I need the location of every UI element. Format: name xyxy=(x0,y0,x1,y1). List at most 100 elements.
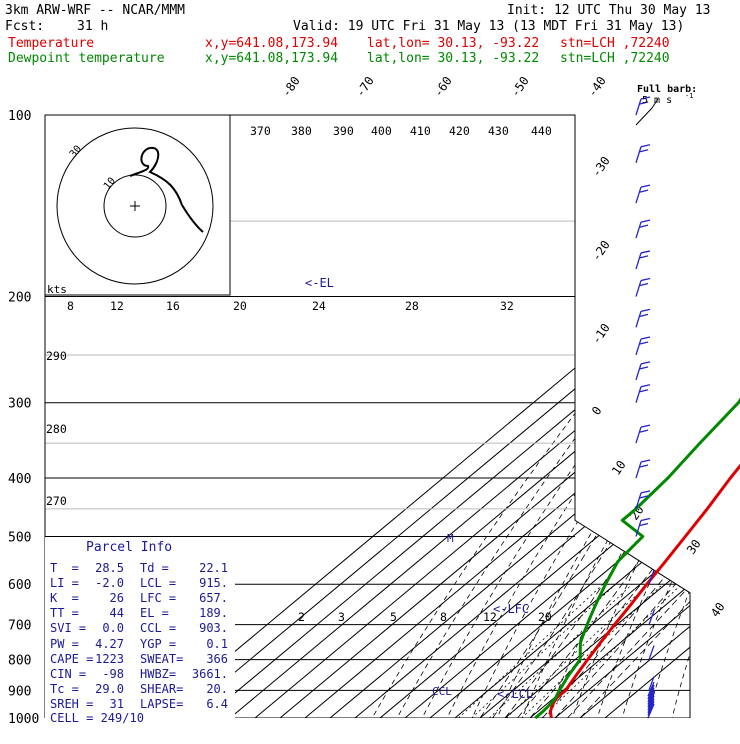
pressure-tick-label: 900 xyxy=(8,684,31,699)
wind-barb-flag xyxy=(641,309,650,311)
init-time: Init: 12 UTC Thu 30 May 13 xyxy=(507,3,711,18)
parcel-field-value: 26 xyxy=(80,591,124,606)
dew-legend-latlon: lat,lon= 30.13, -93.22 xyxy=(367,51,539,66)
parcel-field-value: 657. xyxy=(184,591,228,606)
wind-barb-flag xyxy=(641,385,650,387)
parcel-field-value: 20. xyxy=(184,682,228,697)
parcel-field-value: 0.0 xyxy=(80,621,124,636)
temp-legend-xy: x,y=641.08,173.94 xyxy=(205,36,338,51)
dry-adiabat xyxy=(720,115,740,731)
ccl-marker: CCL xyxy=(432,685,452,698)
isotherm-line xyxy=(605,115,740,718)
pressure-tick-label: 1000 xyxy=(8,712,39,727)
parcel-field-label: T = xyxy=(50,561,79,576)
wind-barb-flag xyxy=(641,425,650,427)
isotherm-line xyxy=(280,115,740,718)
isotherm-label: -80 xyxy=(279,74,303,100)
parcel-field-label: CCL = xyxy=(140,621,176,636)
parcel-field-value: 1223 xyxy=(80,652,124,667)
parcel-field-label: SWEAT= xyxy=(140,652,183,667)
wind-barb-staff xyxy=(636,339,641,355)
parcel-info-title: Parcel Info xyxy=(86,540,172,555)
wind-barb-flag xyxy=(641,145,650,147)
parcel-field-value: 4.27 xyxy=(80,637,124,652)
isotherm-label: -20 xyxy=(589,238,613,264)
dry-adiabat xyxy=(644,115,740,731)
wind-barb-flag xyxy=(641,185,650,187)
parcel-field-value: 189. xyxy=(184,606,228,621)
pressure-tick-label: 600 xyxy=(8,578,31,593)
theta-label: 370 xyxy=(250,124,271,138)
wind-barb-flag xyxy=(640,523,648,525)
wind-barb-flag xyxy=(640,190,648,192)
mixing-ratio-label: 20 xyxy=(538,610,552,624)
isotherm-label: 0 xyxy=(589,404,605,418)
dry-adiabat xyxy=(669,115,740,731)
pressure-tick-label: 400 xyxy=(8,472,31,487)
parcel-field-value: 6.4 xyxy=(184,697,228,712)
wind-barb-staff xyxy=(636,187,641,203)
wind-barb-staff xyxy=(636,387,641,403)
theta-label: 410 xyxy=(410,124,431,138)
parcel-field-label: LAPSE= xyxy=(140,697,183,712)
mixing-ratio-label: 3 xyxy=(338,610,345,624)
wind-barb-staff xyxy=(636,311,641,327)
wind-barb-flag xyxy=(640,284,648,286)
wind-barb-staff xyxy=(636,147,641,163)
barb-legend-staff xyxy=(636,108,652,125)
hodograph-speed-label: 24 xyxy=(312,299,326,313)
pressure-tick-label: 300 xyxy=(8,397,31,412)
hodograph-speed-label: 8 xyxy=(67,299,74,313)
parcel-field-value: 903. xyxy=(184,621,228,636)
dew-legend-stn: stn=LCH ,72240 xyxy=(560,51,670,66)
theta-label: 280 xyxy=(46,422,67,436)
parcel-field-label: EL = xyxy=(140,606,169,621)
dry-adiabat xyxy=(618,115,740,731)
wind-barb-flag xyxy=(641,220,650,222)
parcel-field-label: TT = xyxy=(50,606,79,621)
parcel-field-value: 22.1 xyxy=(184,561,228,576)
parcel-field-value: 28.5 xyxy=(80,561,124,576)
m-marker: M xyxy=(447,532,454,545)
isotherm-label: -70 xyxy=(353,74,377,100)
lfc-marker: <-LFC xyxy=(493,602,529,616)
theta-label: 420 xyxy=(449,124,470,138)
isotherm-line xyxy=(205,115,740,718)
parcel-field-value: 915. xyxy=(184,576,228,591)
isotherm-label: -60 xyxy=(431,74,455,100)
theta-label: 400 xyxy=(371,124,392,138)
parcel-field-label: LI = xyxy=(50,576,79,591)
isotherm-line xyxy=(255,115,740,718)
theta-label: 440 xyxy=(531,124,552,138)
pressure-tick-label: 100 xyxy=(8,109,31,124)
theta-label: 270 xyxy=(46,494,67,508)
parcel-field-label: LCL = xyxy=(140,576,176,591)
isotherm-line xyxy=(580,115,740,718)
wind-barb-staff xyxy=(636,462,641,478)
theta-label: 380 xyxy=(291,124,312,138)
wind-barb-staff xyxy=(636,222,641,238)
mixing-ratio-label: 5 xyxy=(390,610,397,624)
wind-barb-flag xyxy=(641,251,650,253)
wind-barb-flag xyxy=(641,460,650,462)
moist-adiabat xyxy=(580,297,740,719)
theta-label: 290 xyxy=(46,349,67,363)
isotherm-label: 40 xyxy=(708,600,728,620)
parcel-field-label: Tc = xyxy=(50,682,79,697)
moist-adiabat xyxy=(493,297,740,719)
parcel-field-value: 366 xyxy=(184,652,228,667)
wind-barb-flag xyxy=(640,225,648,227)
parcel-field-value: -98 xyxy=(80,667,124,682)
parcel-field-label: SHEAR= xyxy=(140,682,183,697)
wind-barb-staff xyxy=(636,364,641,380)
isotherm-line xyxy=(330,115,740,718)
fcst-value: 31 h xyxy=(77,19,108,34)
hodograph-speed-label: 28 xyxy=(405,299,419,313)
isotherm-label: 10 xyxy=(609,458,629,478)
wind-barb-flag xyxy=(640,390,648,392)
isotherm-line xyxy=(480,115,740,718)
isotherm-line xyxy=(305,115,740,718)
parcel-field-value: -2.0 xyxy=(80,576,124,591)
hodograph-speed-label: 12 xyxy=(110,299,124,313)
